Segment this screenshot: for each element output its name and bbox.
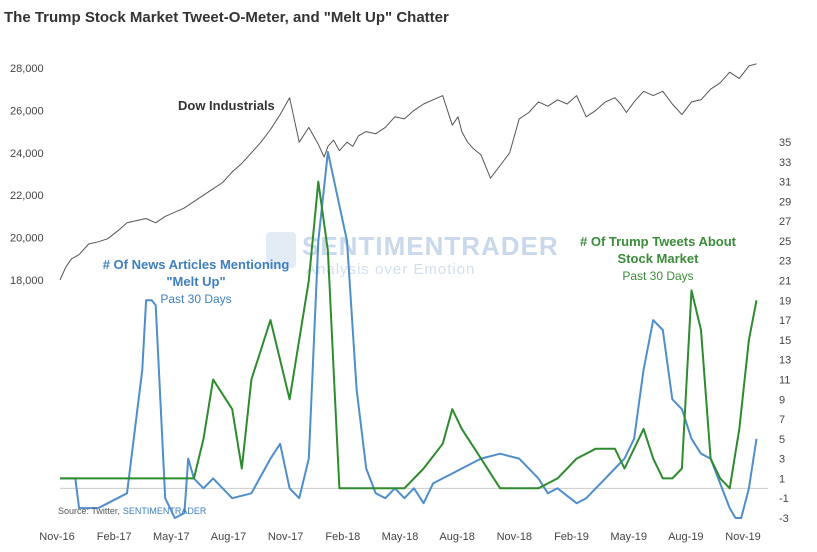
left-tick-label: 20,000	[10, 233, 44, 245]
watermark-main: SENTIMENTRADER	[302, 231, 559, 261]
news-label-line1: # Of News Articles Mentioning	[103, 257, 290, 272]
watermark-logo	[266, 232, 296, 268]
source-brand: SENTIMENTRADER	[123, 506, 207, 516]
right-tick-label: 9	[779, 394, 785, 406]
left-tick-label: 18,000	[10, 275, 44, 287]
x-tick-label: Feb-18	[325, 531, 360, 543]
trump-tweets-series-line	[60, 180, 758, 490]
x-tick-label: Aug-19	[668, 531, 703, 543]
watermark-sub: Analysis over Emotion	[306, 261, 475, 278]
right-tick-label: 5	[779, 434, 785, 446]
left-tick-label: 26,000	[10, 105, 44, 117]
tweets-label-line1: # Of Trump Tweets About	[580, 234, 737, 249]
right-tick-label: 7	[779, 414, 785, 426]
right-tick-label: 29	[779, 196, 791, 208]
tweets-annotation: # Of Trump Tweets About Stock Market Pas…	[580, 234, 737, 283]
chart-title: The Trump Stock Market Tweet-O-Meter, an…	[4, 9, 449, 26]
right-tick-label: 27	[779, 216, 791, 228]
x-tick-label: May-17	[153, 531, 190, 543]
right-tick-label: 21	[779, 276, 791, 288]
right-tick-label: 1	[779, 473, 785, 485]
right-tick-label: 19	[779, 295, 791, 307]
source-note: Source: Twitter, SENTIMENTRADER	[58, 506, 207, 516]
x-tick-label: Aug-17	[211, 531, 246, 543]
tweets-label-line2: Stock Market	[618, 251, 700, 266]
news-label-line2: "Melt Up"	[166, 274, 225, 289]
x-tick-label: Feb-17	[97, 531, 132, 543]
right-tick-label: 13	[779, 355, 791, 367]
right-tick-label: -3	[779, 513, 789, 525]
right-tick-label: 25	[779, 236, 791, 248]
dow-series-line	[59, 63, 757, 281]
x-tick-label: Aug-18	[439, 531, 474, 543]
right-tick-label: 15	[779, 335, 791, 347]
x-tick-label: Nov-17	[268, 531, 303, 543]
right-tick-label: 35	[779, 137, 791, 149]
x-tick-label: May-19	[610, 531, 647, 543]
x-axis: Nov-16 Feb-17 May-17 Aug-17 Nov-17 Feb-18 May-…	[39, 531, 760, 543]
tweets-label-line3: Past 30 Days	[622, 269, 693, 283]
right-tick-label: -1	[779, 493, 789, 505]
news-annotation: # Of News Articles Mentioning "Melt Up" …	[103, 257, 290, 306]
news-label-line3: Past 30 Days	[160, 292, 231, 306]
x-tick-label: Nov-19	[725, 531, 760, 543]
right-tick-label: 11	[779, 374, 790, 386]
dow-label: Dow Industrials	[178, 98, 275, 113]
right-tick-label: 23	[779, 256, 791, 268]
x-tick-label: Nov-16	[39, 531, 74, 543]
left-tick-label: 28,000	[10, 63, 44, 75]
x-tick-label: Nov-18	[497, 531, 532, 543]
series-layer	[59, 63, 758, 519]
left-tick-label: 22,000	[10, 190, 44, 202]
left-tick-label: 24,000	[10, 148, 44, 160]
news-articles-series-line	[60, 150, 758, 519]
source-prefix: Source: Twitter,	[58, 506, 120, 516]
right-tick-label: 17	[779, 315, 791, 327]
right-tick-label: 3	[779, 454, 785, 466]
x-tick-label: Feb-19	[554, 531, 589, 543]
left-axis: 18,000 20,000 22,000 24,000 26,000 28,000	[10, 63, 44, 287]
right-tick-label: 31	[779, 177, 791, 189]
x-tick-label: May-18	[382, 531, 419, 543]
right-tick-label: 33	[779, 157, 791, 169]
